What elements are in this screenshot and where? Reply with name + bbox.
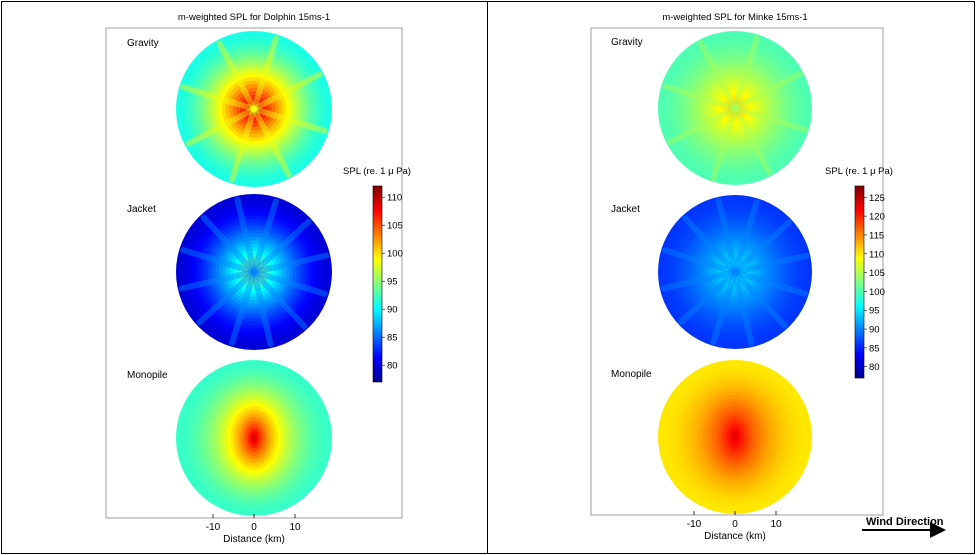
contour-band — [250, 105, 258, 113]
panel-divider — [487, 1, 488, 554]
subplot-jacket: Jacket — [127, 194, 332, 350]
x-axis-label: Distance (km) — [704, 531, 766, 542]
subplot-monopile: Monopile — [127, 360, 332, 516]
x-tick-label: 0 — [251, 522, 257, 533]
radial-streak — [251, 269, 328, 297]
radial-streak — [185, 106, 257, 147]
subplot-gravity: Gravity — [611, 31, 812, 185]
radial-streak — [732, 35, 760, 111]
x-tick-label: -10 — [206, 522, 221, 533]
subplot-gravity: Gravity — [127, 31, 332, 187]
chart-panel-2: m-weighted SPL for Minke 15ms-1 Gravity Ja… — [590, 12, 893, 542]
radial-streak — [229, 269, 257, 346]
colorbar-label: SPL (re. 1 μ Pa) — [825, 166, 893, 177]
contour-band — [250, 268, 258, 276]
subplot-label: Monopile — [127, 370, 168, 381]
contour-band — [731, 268, 739, 276]
colorbar-tick-label: 105 — [869, 268, 885, 279]
colorbar-tick-label: 95 — [387, 277, 398, 288]
radial-streak — [196, 269, 257, 326]
x-axis-label: Distance (km) — [223, 534, 285, 545]
wind-direction-label: Wind Direction — [866, 516, 944, 528]
colorbar-tick-label: 85 — [387, 333, 398, 344]
radial-streak — [715, 197, 738, 275]
subplot-label: Jacket — [611, 204, 640, 215]
x-tick-label: 10 — [289, 522, 301, 533]
colorbar-tick-label: 125 — [869, 193, 885, 204]
x-tick-label: -10 — [687, 519, 702, 530]
chart-title: m-weighted SPL for Minke 15ms-1 — [662, 12, 807, 23]
subplot-jacket: Jacket — [611, 195, 812, 349]
colorbar-tick-label: 90 — [387, 305, 398, 316]
colorbar-tick-label: 80 — [869, 362, 880, 373]
colorbar-label: SPL (re. 1 μ Pa) — [343, 166, 411, 177]
colorbar-tick-label: 105 — [387, 221, 403, 232]
colorbar-tick-label: 80 — [387, 361, 398, 372]
radial-streak — [732, 252, 810, 275]
colorbar — [372, 185, 383, 383]
radial-streak — [710, 269, 738, 345]
radial-streak — [732, 219, 792, 275]
radial-streak — [732, 70, 803, 111]
radial-streak — [200, 214, 257, 275]
radial-streak — [732, 269, 755, 347]
radial-streak — [682, 215, 738, 275]
radial-streak — [732, 269, 808, 297]
contour-band — [733, 433, 737, 441]
radial-streak — [251, 269, 274, 348]
x-tick-label: 0 — [732, 519, 738, 530]
chart-title: m-weighted SPL for Dolphin 15ms-1 — [178, 12, 330, 23]
radial-streak — [251, 106, 328, 134]
radial-streak — [710, 105, 738, 181]
colorbar-tick-label: 95 — [869, 306, 880, 317]
colorbar-tick-label: 110 — [387, 193, 402, 204]
colorbar-tick-label: 115 — [869, 230, 884, 241]
subplot-label: Jacket — [127, 204, 156, 215]
radial-streak — [229, 106, 257, 183]
subplot-label: Gravity — [611, 37, 643, 48]
radial-streak — [732, 199, 760, 275]
chart-panel-1: m-weighted SPL for Dolphin 15ms-1 Gravity… — [105, 12, 411, 545]
radial-streak — [732, 105, 808, 133]
axes-box — [590, 27, 884, 516]
subplot-label: Gravity — [127, 38, 159, 49]
colorbar-tick-label: 90 — [869, 325, 880, 336]
colorbar-tick-label: 110 — [869, 249, 884, 260]
radial-streak — [251, 218, 312, 275]
radial-streak — [216, 40, 257, 112]
contour-band — [731, 104, 739, 112]
colorbar — [854, 185, 865, 379]
radial-streak — [234, 196, 257, 275]
radial-streak — [667, 105, 738, 146]
radial-streak — [178, 269, 257, 292]
colorbar-tick-label: 100 — [387, 249, 403, 260]
contour-band — [251, 434, 257, 442]
subplot-monopile: Monopile — [611, 360, 812, 514]
radial-streak — [662, 83, 738, 111]
radial-streak — [251, 71, 323, 112]
radial-streak — [662, 247, 738, 275]
colorbar-tick-label: 85 — [869, 343, 880, 354]
radial-streak — [251, 106, 292, 178]
subplot-label: Monopile — [611, 369, 652, 380]
x-tick-label: 10 — [770, 519, 782, 530]
radial-streak — [251, 269, 308, 330]
radial-streak — [697, 40, 738, 111]
colorbar-tick-label: 100 — [869, 287, 885, 298]
radial-streak — [251, 252, 330, 275]
radial-streak — [660, 269, 738, 292]
colorbar-tick-label: 120 — [869, 212, 885, 223]
wind-direction-annotation: Wind Direction — [862, 516, 946, 538]
radial-streak — [732, 269, 788, 329]
radial-streak — [180, 247, 257, 275]
radial-streak — [732, 105, 773, 176]
radial-streak — [251, 35, 279, 112]
radial-streak — [678, 269, 738, 325]
radial-streak — [251, 198, 279, 275]
radial-streak — [180, 84, 257, 112]
